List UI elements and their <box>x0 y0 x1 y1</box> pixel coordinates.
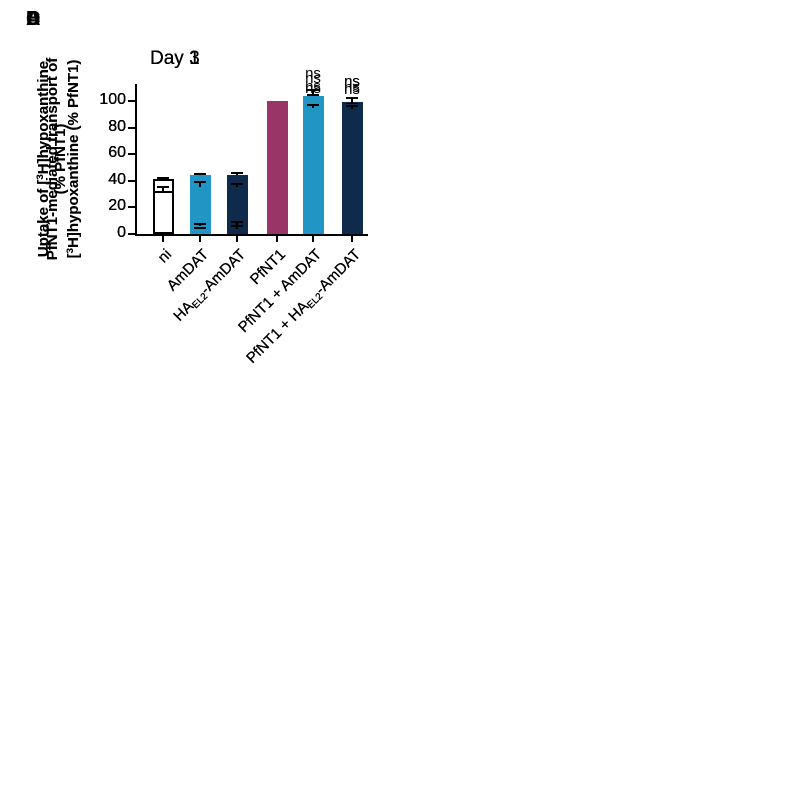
y-tick-label: 60 <box>108 144 126 162</box>
panel-d: D PfNT1-mediated transport of [3H]hypoxan… <box>0 0 399 394</box>
y-tick-label: 100 <box>99 91 126 108</box>
x-axis-line <box>135 234 368 236</box>
y-tick-label: 0 <box>117 224 126 241</box>
ns-annotation: ns <box>305 70 321 88</box>
bar <box>227 228 248 234</box>
ns-annotation: ns <box>305 78 321 96</box>
error-bar-cap <box>194 222 206 225</box>
chart-title: Day 1 <box>150 48 200 69</box>
panel-letter-d: D <box>26 8 41 30</box>
ns-annotation: ns <box>344 78 360 96</box>
ns-annotation: ns <box>344 73 360 90</box>
y-tick-label: 40 <box>108 170 126 188</box>
y-tick-label: 100 <box>99 91 126 108</box>
ns-annotation: ns <box>305 65 321 83</box>
ns-annotation: ns <box>344 80 360 98</box>
y-tick-label: 0 <box>117 224 126 241</box>
y-tick-label: 40 <box>108 170 126 188</box>
error-bar-cap <box>194 226 206 229</box>
x-axis-tick <box>351 236 353 242</box>
ns-annotation: ns <box>305 79 321 97</box>
y-tick-label: 20 <box>108 197 126 215</box>
x-axis-tick <box>312 236 314 242</box>
error-bar-cap <box>231 224 243 227</box>
chart-title: Day 1 <box>150 48 200 69</box>
panel-letter-b: B <box>26 8 41 30</box>
x-axis-tick <box>236 236 238 242</box>
y-tick-label: 20 <box>108 197 126 215</box>
y-tick-label: 60 <box>108 144 126 162</box>
y-tick-label: 40 <box>108 170 126 188</box>
bar <box>190 187 211 234</box>
y-tick-label: 80 <box>108 117 126 135</box>
error-bar-cap <box>231 221 243 224</box>
error-bar-cap <box>157 186 169 189</box>
y-tick-label: 60 <box>108 144 126 162</box>
error-bar-cap <box>307 89 319 92</box>
error-bar-stem <box>351 97 353 104</box>
bar <box>267 101 288 234</box>
error-bar-cap <box>307 103 319 106</box>
bar <box>342 108 363 234</box>
y-axis-line <box>135 84 137 236</box>
bar <box>303 107 324 234</box>
y-axis-tick <box>128 153 135 156</box>
error-bar-cap <box>157 176 169 179</box>
bar <box>190 229 211 234</box>
ns-annotation: ns <box>344 73 360 90</box>
error-bar-cap <box>231 172 243 175</box>
y-tick-label: 80 <box>108 117 126 135</box>
y-axis-tick <box>128 206 135 209</box>
error-bar-cap <box>346 97 358 99</box>
y-tick-label: 60 <box>108 144 126 162</box>
y-tick-label: 80 <box>108 117 126 135</box>
error-bar-cap <box>194 172 206 175</box>
y-axis-tick <box>128 126 135 129</box>
y-tick-label: 20 <box>108 197 126 215</box>
chart-title: Day 3 <box>150 48 200 69</box>
y-axis-tick <box>128 179 135 182</box>
error-bar-cap <box>346 104 358 107</box>
y-axis-tick <box>128 233 135 235</box>
error-bar-stem <box>162 186 164 192</box>
panel-letter-c: C <box>26 8 41 30</box>
error-bar-cap <box>231 183 243 186</box>
x-axis-tick <box>199 236 201 242</box>
y-axis-label: PfNT1-mediated transport of [3H]hypoxanth… <box>44 57 82 261</box>
bar <box>153 191 174 234</box>
y-tick-label: 100 <box>99 91 126 108</box>
x-axis-tick <box>162 236 164 242</box>
y-tick-label: 80 <box>108 117 126 135</box>
error-bar-cap <box>194 181 206 184</box>
y-tick-label: 0 <box>117 224 126 241</box>
error-bar-stem <box>312 89 314 96</box>
panel-letter-a: A <box>26 8 41 30</box>
chart-title: Day 3 <box>150 48 200 69</box>
x-axis-tick <box>276 236 278 242</box>
y-axis-tick <box>128 100 135 102</box>
y-tick-label: 0 <box>117 224 126 241</box>
y-tick-label: 40 <box>108 170 126 188</box>
error-bar-stem <box>199 181 201 188</box>
y-tick-label: 20 <box>108 197 126 215</box>
y-tick-label: 100 <box>99 91 126 108</box>
